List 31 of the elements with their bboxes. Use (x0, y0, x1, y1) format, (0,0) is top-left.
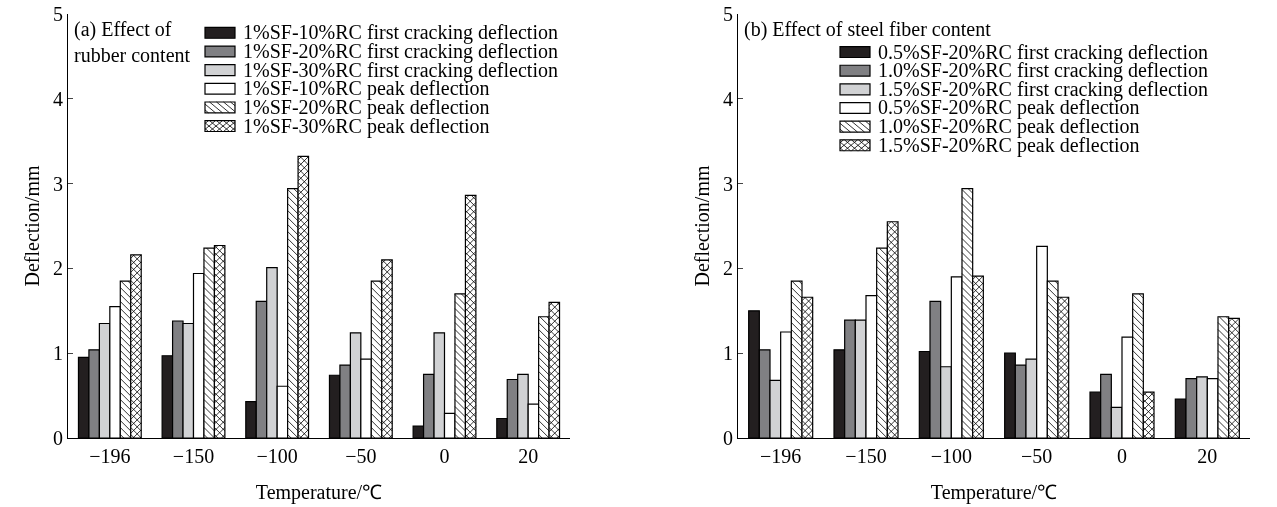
y-tick-label: 2 (53, 257, 63, 280)
y-tick-label: 5 (53, 3, 63, 25)
y-axis-title: Deflection/mm (20, 165, 43, 287)
x-tick-label: 20 (518, 445, 539, 467)
x-axis-title: Temperature/℃ (930, 480, 1058, 504)
x-tick-label: 20 (1197, 445, 1218, 467)
y-tick-label: 0 (53, 427, 63, 449)
y-tick-label: 4 (723, 87, 733, 110)
x-tick-label: −196 (760, 445, 802, 467)
y-tick-label: 3 (723, 172, 733, 195)
x-tick-label: 0 (1117, 445, 1127, 467)
x-axis-title: Temperature/℃ (255, 480, 383, 504)
x-tick-label: −150 (172, 445, 215, 467)
y-tick-label: 5 (723, 3, 733, 25)
x-tick-label: −50 (1021, 445, 1053, 467)
x-tick-label: −196 (89, 445, 131, 467)
chart-title: (b) Effect of steel fiber content (744, 18, 992, 41)
y-tick-label: 0 (723, 427, 733, 449)
x-tick-label: −100 (930, 445, 972, 467)
x-tick-label: 0 (439, 445, 450, 467)
y-axis-title: Deflection/mm (690, 165, 713, 287)
text: (a) Effect of rubber content (74, 18, 191, 66)
legend-label: 1%SF-10%RC first cracking deflection (243, 21, 558, 44)
y-tick-label: 4 (53, 87, 63, 110)
y-tick-label: 1 (53, 342, 63, 365)
y-tick-label: 3 (53, 172, 63, 195)
x-tick-label: −150 (845, 445, 887, 467)
y-tick-label: 1 (723, 342, 733, 365)
x-tick-label: −50 (345, 445, 377, 467)
x-tick-label: −100 (256, 445, 298, 467)
y-tick-label: 2 (723, 257, 733, 280)
